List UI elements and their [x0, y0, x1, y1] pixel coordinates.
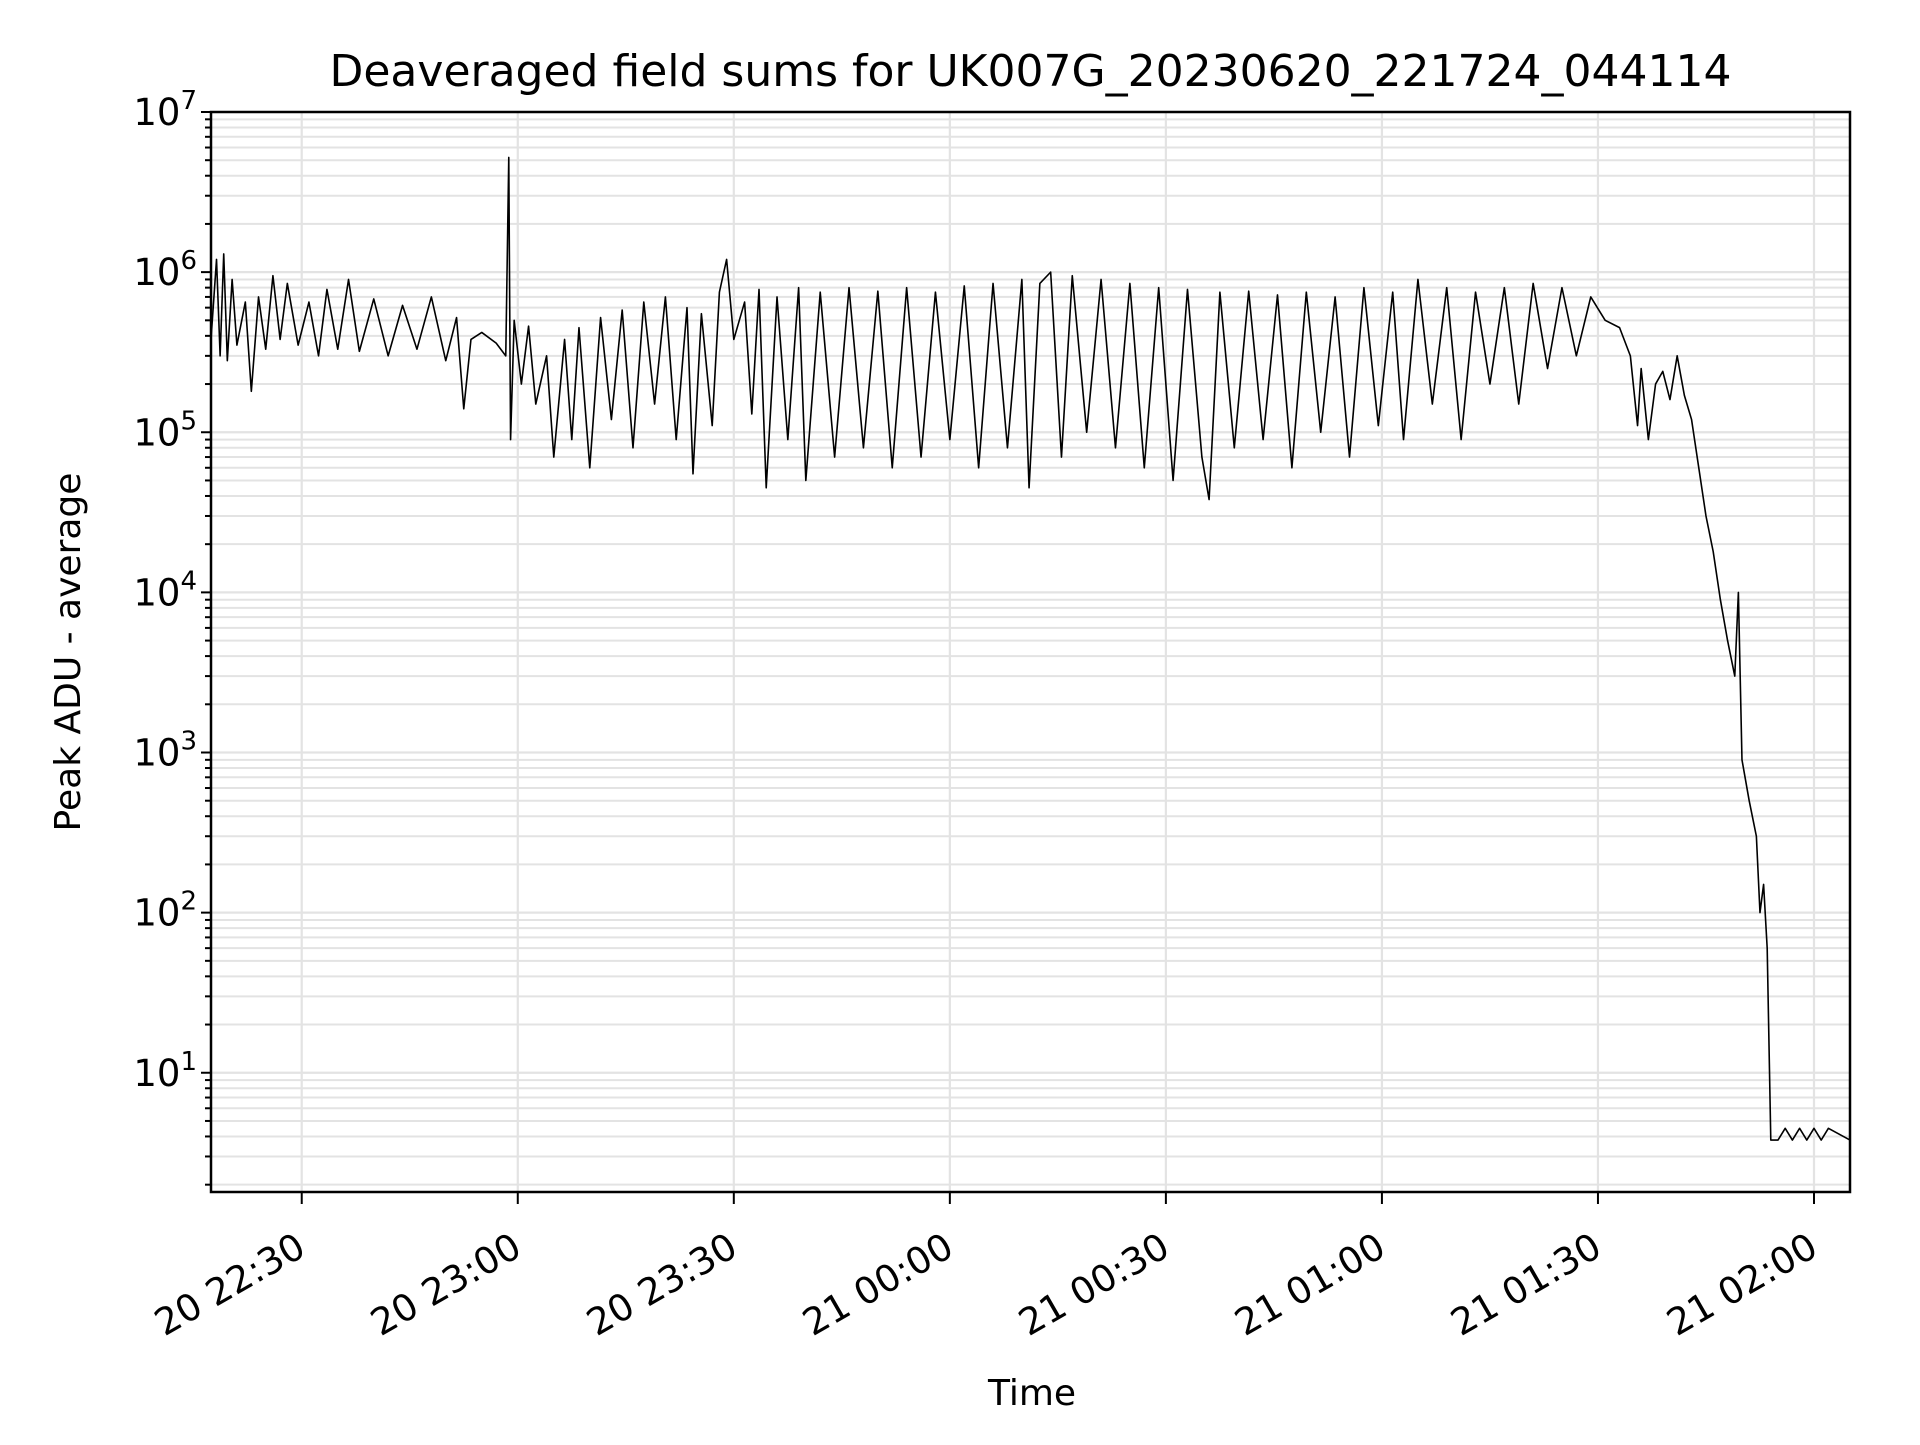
y-tick-label: 103 — [133, 727, 197, 775]
grid — [211, 110, 1850, 1192]
y-axis-label: Peak ADU - average — [48, 473, 89, 832]
plot-frame — [209, 110, 1852, 1194]
x-tick-label: 21 00:00 — [796, 1225, 961, 1345]
series-line — [210, 156, 1851, 1141]
chart-title: Deaveraged field sums for UK007G_2023062… — [329, 46, 1731, 97]
y-tick-label: 105 — [133, 406, 197, 454]
x-tick-label: 21 01:30 — [1444, 1225, 1609, 1345]
x-axis-label: Time — [987, 1373, 1076, 1414]
x-tick-label: 21 01:00 — [1228, 1225, 1393, 1345]
x-tick-label: 20 22:30 — [147, 1225, 312, 1345]
x-tick-label: 21 00:30 — [1012, 1225, 1177, 1345]
y-tick-label: 101 — [133, 1047, 197, 1095]
y-tick-label: 104 — [133, 566, 197, 614]
y-tick-label: 102 — [133, 887, 197, 935]
y-tick-label: 106 — [133, 246, 197, 294]
series-layer — [210, 156, 1851, 1141]
x-tick-label: 20 23:00 — [363, 1225, 528, 1345]
x-tick-label: 20 23:30 — [579, 1225, 744, 1345]
y-tick-label: 107 — [133, 86, 197, 134]
x-tick-label: 21 02:00 — [1660, 1225, 1825, 1345]
